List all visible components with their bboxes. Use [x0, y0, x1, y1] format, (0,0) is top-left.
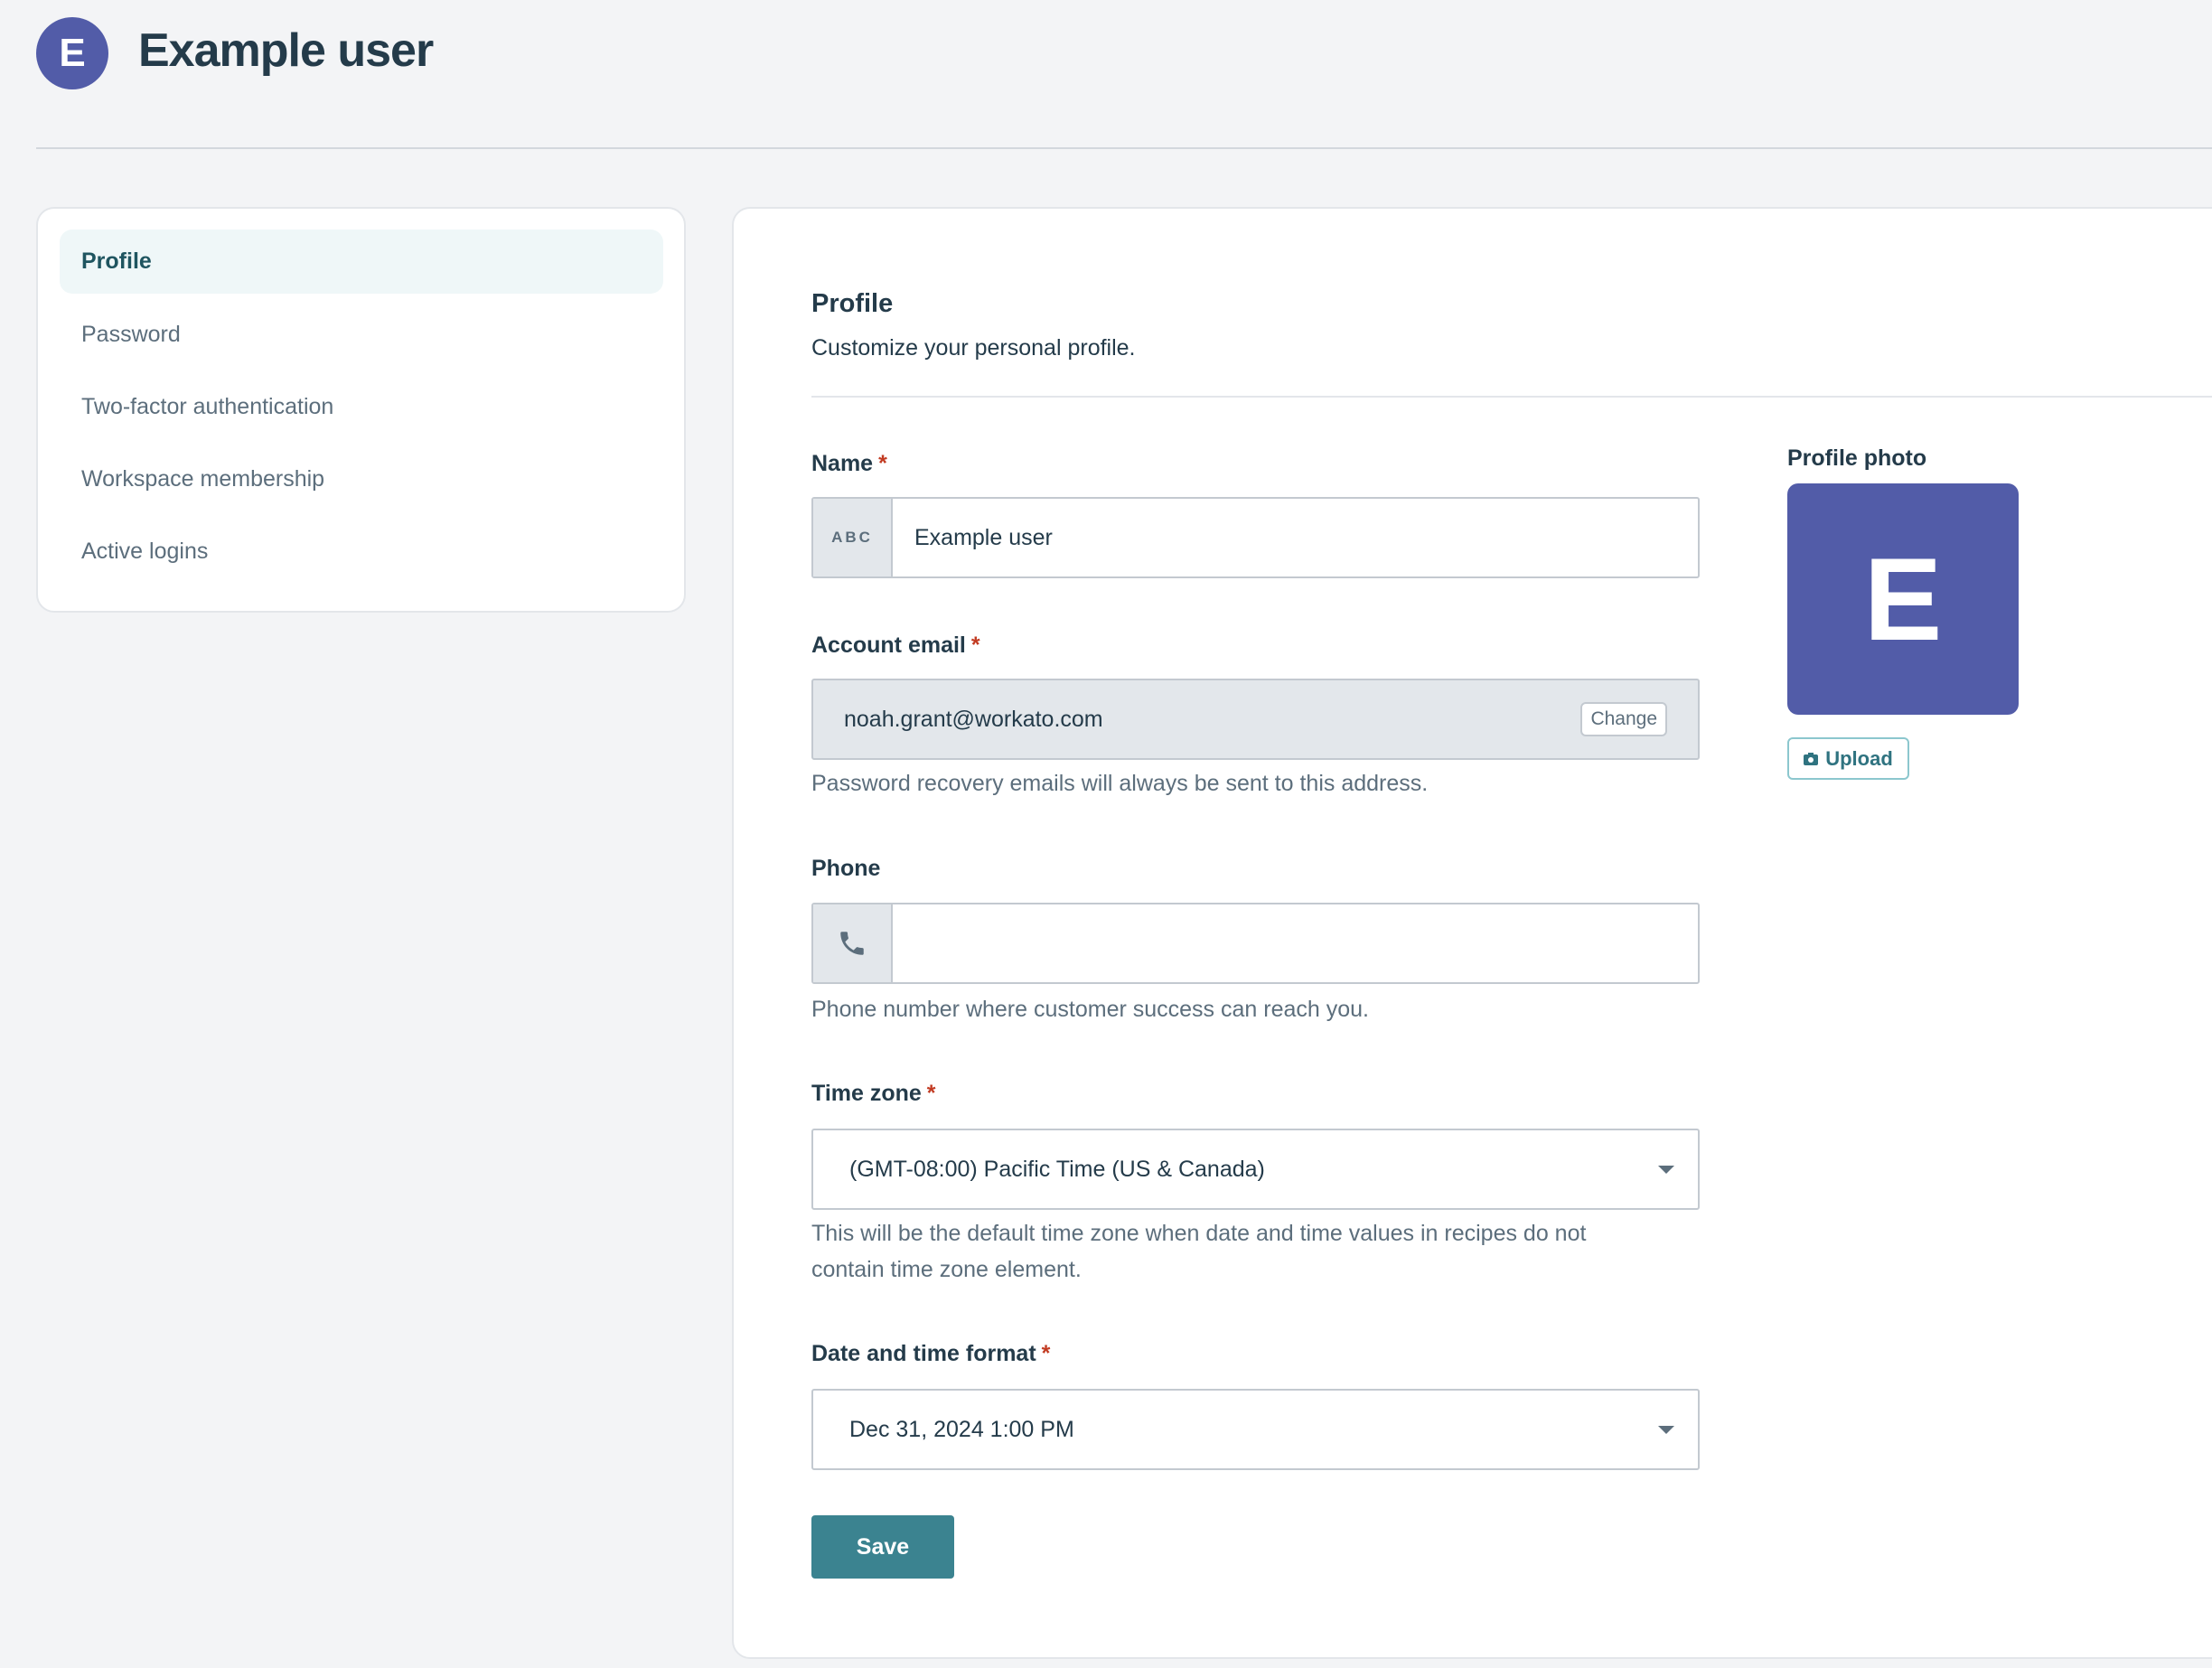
name-input[interactable]: Example user — [914, 524, 1053, 550]
section-heading: Profile — [811, 289, 894, 318]
upload-button[interactable]: Upload — [1787, 737, 1909, 780]
phone-field[interactable] — [811, 903, 1700, 984]
name-label: Name * — [811, 451, 887, 476]
phone-hint: Phone number where customer success can … — [811, 997, 1369, 1022]
page-title: Example user — [138, 24, 434, 77]
abc-icon: ABC — [813, 499, 893, 576]
timezone-hint-line1: This will be the default time zone when … — [811, 1221, 1587, 1246]
chevron-down-icon — [1658, 1165, 1674, 1174]
timezone-select[interactable]: (GMT-08:00) Pacific Time (US & Canada) — [811, 1129, 1700, 1210]
sidebar-item-two-factor[interactable]: Two-factor authentication — [81, 394, 334, 419]
camera-icon — [1804, 752, 1819, 765]
profile-photo-label: Profile photo — [1787, 445, 1927, 471]
datetime-label: Date and time format * — [811, 1341, 1051, 1366]
change-email-button[interactable]: Change — [1580, 702, 1667, 736]
save-button[interactable]: Save — [811, 1515, 954, 1579]
sidebar-item-active-logins[interactable]: Active logins — [81, 539, 209, 564]
timezone-hint-line2: contain time zone element. — [811, 1257, 1082, 1282]
timezone-label: Time zone * — [811, 1081, 936, 1106]
avatar: E — [36, 17, 108, 89]
section-divider — [811, 396, 2212, 398]
phone-icon — [813, 904, 893, 982]
email-field: noah.grant@workato.com Change — [811, 679, 1700, 760]
sidebar-item-profile[interactable]: Profile — [60, 230, 663, 294]
datetime-select[interactable]: Dec 31, 2024 1:00 PM — [811, 1389, 1700, 1470]
header-divider — [36, 147, 2212, 149]
chevron-down-icon — [1658, 1425, 1674, 1434]
sidebar-item-password[interactable]: Password — [81, 322, 181, 347]
upload-label: Upload — [1825, 746, 1893, 770]
email-hint: Password recovery emails will always be … — [811, 771, 1429, 796]
phone-label: Phone — [811, 856, 881, 881]
name-field[interactable]: ABC Example user — [811, 497, 1700, 578]
email-label: Account email * — [811, 633, 980, 658]
section-subtitle: Customize your personal profile. — [811, 335, 1136, 361]
profile-photo: E — [1787, 483, 2019, 715]
timezone-value: (GMT-08:00) Pacific Time (US & Canada) — [849, 1156, 1265, 1182]
datetime-value: Dec 31, 2024 1:00 PM — [849, 1416, 1074, 1442]
email-value: noah.grant@workato.com — [844, 706, 1103, 732]
sidebar-item-workspace-membership[interactable]: Workspace membership — [81, 466, 325, 492]
sidebar: Profile Password Two-factor authenticati… — [36, 207, 686, 613]
